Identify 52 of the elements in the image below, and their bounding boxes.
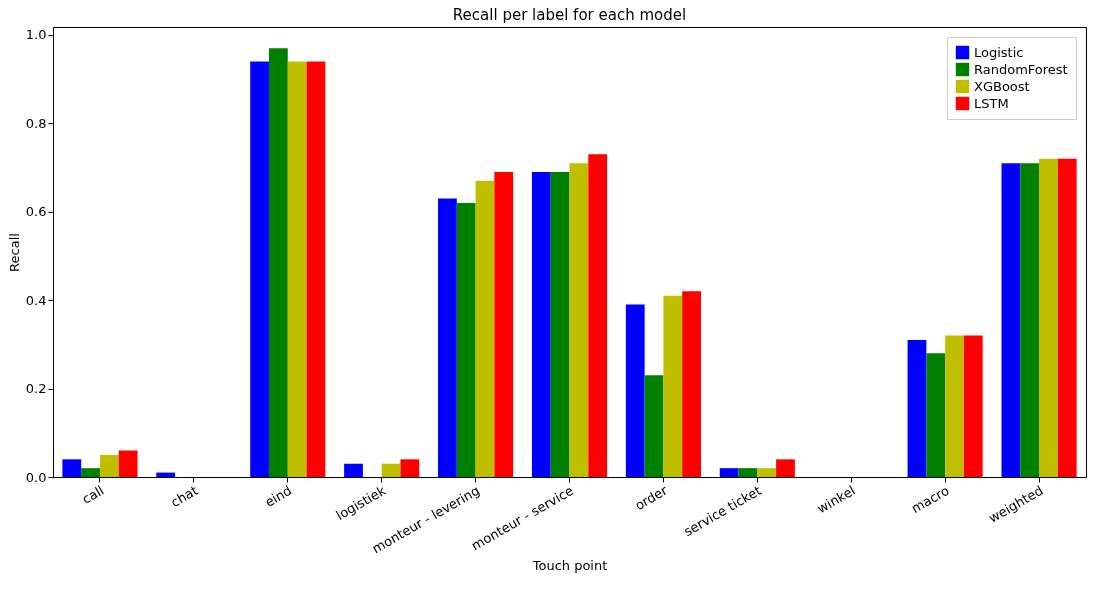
- bar: [62, 459, 82, 477]
- y-tick-label: 0.0: [25, 469, 47, 485]
- bar: [776, 459, 795, 477]
- bar: [531, 171, 551, 477]
- bar: [926, 353, 946, 477]
- bar: [663, 295, 683, 477]
- bar: [682, 291, 701, 477]
- bar: [400, 459, 420, 477]
- legend-label: LSTM: [974, 95, 1009, 111]
- bar: [306, 61, 326, 477]
- bar: [156, 472, 176, 477]
- bar: [588, 154, 608, 477]
- bar: [550, 171, 570, 477]
- y-axis-title: Recall: [6, 233, 22, 272]
- x-tick-label: call: [79, 482, 107, 507]
- bar: [438, 198, 457, 477]
- bar: [268, 48, 288, 477]
- bar: [625, 304, 645, 477]
- bar: [475, 180, 495, 477]
- bar: [456, 202, 476, 477]
- bar: [494, 171, 514, 477]
- x-axis-title: Touch point: [531, 558, 608, 574]
- x-tick-label: chat: [168, 482, 201, 510]
- bar: [1020, 163, 1040, 477]
- bar: [644, 375, 664, 477]
- bar: [963, 335, 983, 477]
- bar: [907, 339, 927, 477]
- bar: [81, 468, 100, 477]
- chart-title: Recall per label for each model: [452, 6, 687, 24]
- bar: [719, 468, 739, 477]
- y-tick-label: 0.4: [25, 292, 47, 308]
- bar: [250, 61, 269, 477]
- bar: [344, 463, 363, 477]
- legend-label: RandomForest: [974, 61, 1068, 77]
- legend-label: XGBoost: [974, 78, 1030, 94]
- y-tick-label: 0.2: [25, 381, 47, 397]
- bar: [757, 468, 777, 477]
- y-tick-label: 0.6: [25, 204, 47, 220]
- bar: [1001, 163, 1021, 477]
- bar: [1057, 158, 1077, 477]
- bar: [287, 61, 307, 477]
- bar: [738, 468, 758, 477]
- bar: [569, 163, 589, 477]
- bar: [118, 450, 138, 477]
- bar: [1039, 158, 1058, 477]
- bar: [381, 463, 401, 477]
- y-tick-label: 0.8: [25, 115, 47, 131]
- bar: [99, 454, 119, 477]
- y-tick-label: 1.0: [25, 27, 47, 43]
- x-tick-label: eind: [262, 482, 295, 510]
- legend-label: Logistic: [974, 44, 1024, 60]
- bar: [945, 335, 964, 477]
